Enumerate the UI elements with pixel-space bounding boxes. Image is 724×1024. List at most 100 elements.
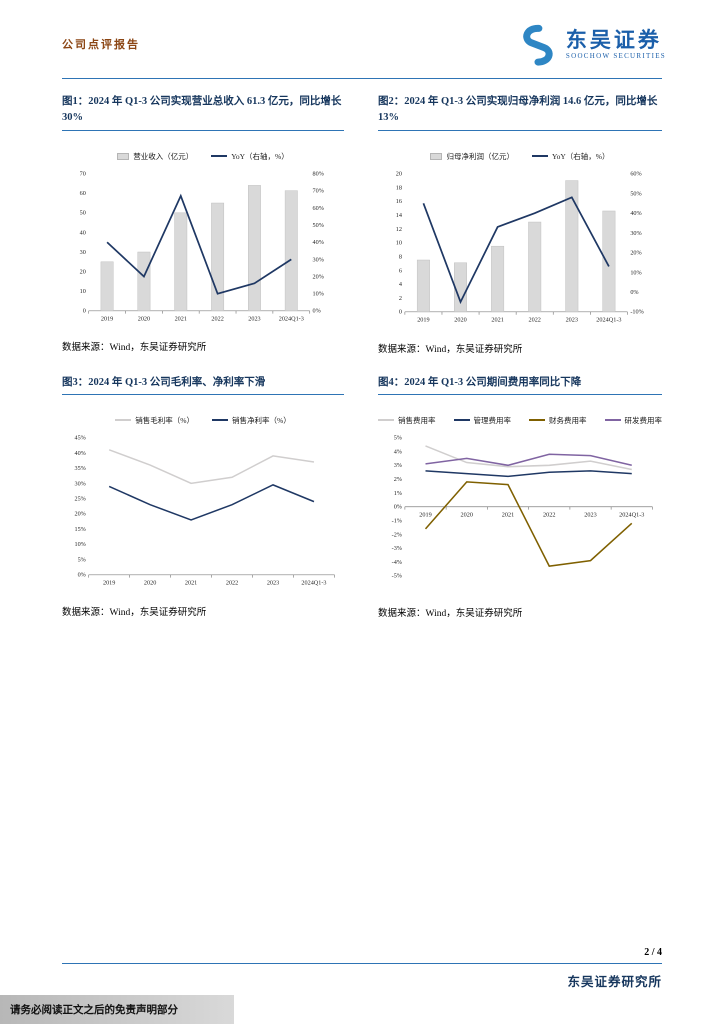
figures-grid: 图1：2024 年 Q1-3 公司实现营业总收入 61.3 亿元，同比增长 30… <box>62 94 662 619</box>
svg-text:14: 14 <box>396 212 403 219</box>
legend-line-swatch <box>211 155 228 158</box>
svg-text:10%: 10% <box>74 541 85 548</box>
svg-text:2019: 2019 <box>419 511 431 518</box>
svg-text:70: 70 <box>80 170 86 177</box>
svg-text:50: 50 <box>80 209 86 216</box>
svg-text:0%: 0% <box>313 307 321 314</box>
legend-item: 管理费用率 <box>453 415 511 426</box>
legend-line-swatch <box>604 419 621 422</box>
chart-svg: 0% 5% 10% 15% 20% 25% 30% 35% 40% 45% 2019 2020 2021… <box>74 434 335 586</box>
svg-text:0%: 0% <box>394 504 402 511</box>
svg-text:40%: 40% <box>74 450 85 457</box>
brand-text: 东吴证券 SOOCHOW SECURITIES <box>566 29 666 60</box>
figure-title: 图3：2024 年 Q1-3 公司毛利率、净利率下滑 <box>62 375 344 395</box>
legend-bar-swatch <box>117 152 130 160</box>
chart-svg: -5% -4% -3% -2% -1% 0% 1% 2% 3% 4% 5% 2019 2020 2021 2… <box>392 434 653 580</box>
svg-text:2022: 2022 <box>211 315 223 322</box>
svg-text:50%: 50% <box>313 222 324 229</box>
svg-text:2023: 2023 <box>248 315 260 322</box>
svg-text:3%: 3% <box>394 462 402 469</box>
chart-legend: 销售费用率 管理费用率 财务费用率 研发费用率 <box>378 415 662 426</box>
svg-text:0%: 0% <box>78 572 86 579</box>
figure-chart: 销售费用率 管理费用率 财务费用率 研发费用率 -5% -4% -3% -2% -1% 0% 1% 2… <box>378 415 662 593</box>
svg-text:4%: 4% <box>394 448 402 455</box>
figure-block-1: 图1：2024 年 Q1-3 公司实现营业总收入 61.3 亿元，同比增长 30… <box>62 94 344 355</box>
figure-chart: 营业收入（亿元） YoY（右轴，%） 0 10 20 30 40 50 60 70 0% 10% 20%… <box>62 151 344 328</box>
svg-text:2020: 2020 <box>454 316 466 323</box>
svg-text:30: 30 <box>80 248 86 255</box>
svg-text:5%: 5% <box>394 434 402 441</box>
svg-text:60%: 60% <box>313 204 324 211</box>
svg-text:60: 60 <box>80 190 86 197</box>
figure-block-3: 图3：2024 年 Q1-3 公司毛利率、净利率下滑 销售毛利率（%） 销售净利率… <box>62 375 344 619</box>
svg-text:6: 6 <box>399 267 402 274</box>
svg-text:45%: 45% <box>74 434 85 441</box>
legend-item: 销售费用率 <box>378 415 436 426</box>
figure-chart: 归母净利润（亿元） YoY（右轴，%） 0 2 4 6 8 10 12 14 16 18 20 -10% 0… <box>378 151 662 329</box>
institute-name: 东吴证券研究所 <box>567 975 662 989</box>
legend-line-swatch <box>212 419 228 422</box>
svg-text:10%: 10% <box>313 290 324 297</box>
svg-text:2024Q1-3: 2024Q1-3 <box>301 579 326 586</box>
legend-item: 销售毛利率（%） <box>115 415 194 426</box>
svg-text:2024Q1-3: 2024Q1-3 <box>596 316 621 323</box>
svg-text:2022: 2022 <box>543 511 555 518</box>
svg-text:-1%: -1% <box>392 517 402 524</box>
svg-text:0: 0 <box>399 308 402 315</box>
figure-title: 图4：2024 年 Q1-3 公司期间费用率同比下降 <box>378 375 662 395</box>
legend-line-swatch <box>531 155 548 158</box>
svg-text:2021: 2021 <box>175 315 187 322</box>
svg-text:20: 20 <box>396 170 402 177</box>
svg-text:5%: 5% <box>78 556 86 563</box>
legend-line-swatch <box>378 419 394 422</box>
figure-title: 图2：2024 年 Q1-3 公司实现归母净利润 14.6 亿元，同比增长 13… <box>378 94 662 131</box>
brand-logo: 东吴证券 SOOCHOW SECURITIES <box>517 24 666 66</box>
svg-text:40: 40 <box>80 229 86 236</box>
svg-text:1%: 1% <box>394 490 402 497</box>
footer-divider <box>62 963 662 964</box>
legend-line-swatch <box>529 419 545 422</box>
figure-block-2: 图2：2024 年 Q1-3 公司实现归母净利润 14.6 亿元，同比增长 13… <box>378 94 662 355</box>
svg-text:16: 16 <box>396 198 402 205</box>
svg-text:2020: 2020 <box>461 511 473 518</box>
header-divider <box>62 78 662 79</box>
svg-text:2023: 2023 <box>584 511 596 518</box>
brand-name-en: SOOCHOW SECURITIES <box>565 52 666 61</box>
svg-text:10%: 10% <box>630 269 641 276</box>
svg-text:10: 10 <box>396 239 402 246</box>
disclaimer-text: 请务必阅读正文之后的免责声明部分 <box>10 1005 178 1016</box>
figure-block-4: 图4：2024 年 Q1-3 公司期间费用率同比下降 销售费用率 管理费用率 财务费… <box>378 375 662 619</box>
legend-item: YoY（右轴，%） <box>531 151 610 162</box>
svg-text:0%: 0% <box>630 289 638 296</box>
footer-right: 2 / 4 东吴证券研究所 <box>62 947 662 990</box>
legend-item: 营业收入（亿元） <box>117 151 193 162</box>
legend-item: 销售净利率（%） <box>212 415 291 426</box>
svg-text:25%: 25% <box>74 495 85 502</box>
svg-text:2019: 2019 <box>101 315 113 322</box>
figure-title: 图1：2024 年 Q1-3 公司实现营业总收入 61.3 亿元，同比增长 30… <box>62 94 344 131</box>
svg-text:40%: 40% <box>313 239 324 246</box>
svg-text:15%: 15% <box>74 526 85 533</box>
legend-bar-swatch <box>430 152 443 160</box>
svg-text:2: 2 <box>399 294 402 301</box>
svg-text:2022: 2022 <box>226 579 238 586</box>
svg-text:2019: 2019 <box>417 316 429 323</box>
svg-text:2022: 2022 <box>528 316 540 323</box>
svg-text:18: 18 <box>396 184 402 191</box>
svg-text:2023: 2023 <box>566 316 578 323</box>
svg-text:20: 20 <box>80 268 86 275</box>
brand-name-cn: 东吴证券 <box>565 28 662 53</box>
figure-source: 数据来源：Wind，东吴证券研究所 <box>378 344 523 355</box>
figure-source: 数据来源：Wind，东吴证券研究所 <box>62 343 207 354</box>
legend-line-swatch <box>115 419 132 422</box>
svg-text:12: 12 <box>396 225 402 232</box>
chart-legend: 营业收入（亿元） YoY（右轴，%） <box>62 151 344 162</box>
svg-text:60%: 60% <box>630 170 641 177</box>
svg-text:0: 0 <box>83 307 86 314</box>
svg-text:-10%: -10% <box>630 308 643 315</box>
svg-text:30%: 30% <box>313 256 324 263</box>
figure-source: 数据来源：Wind，东吴证券研究所 <box>378 608 523 619</box>
svg-text:50%: 50% <box>630 190 641 197</box>
svg-text:20%: 20% <box>74 511 85 518</box>
